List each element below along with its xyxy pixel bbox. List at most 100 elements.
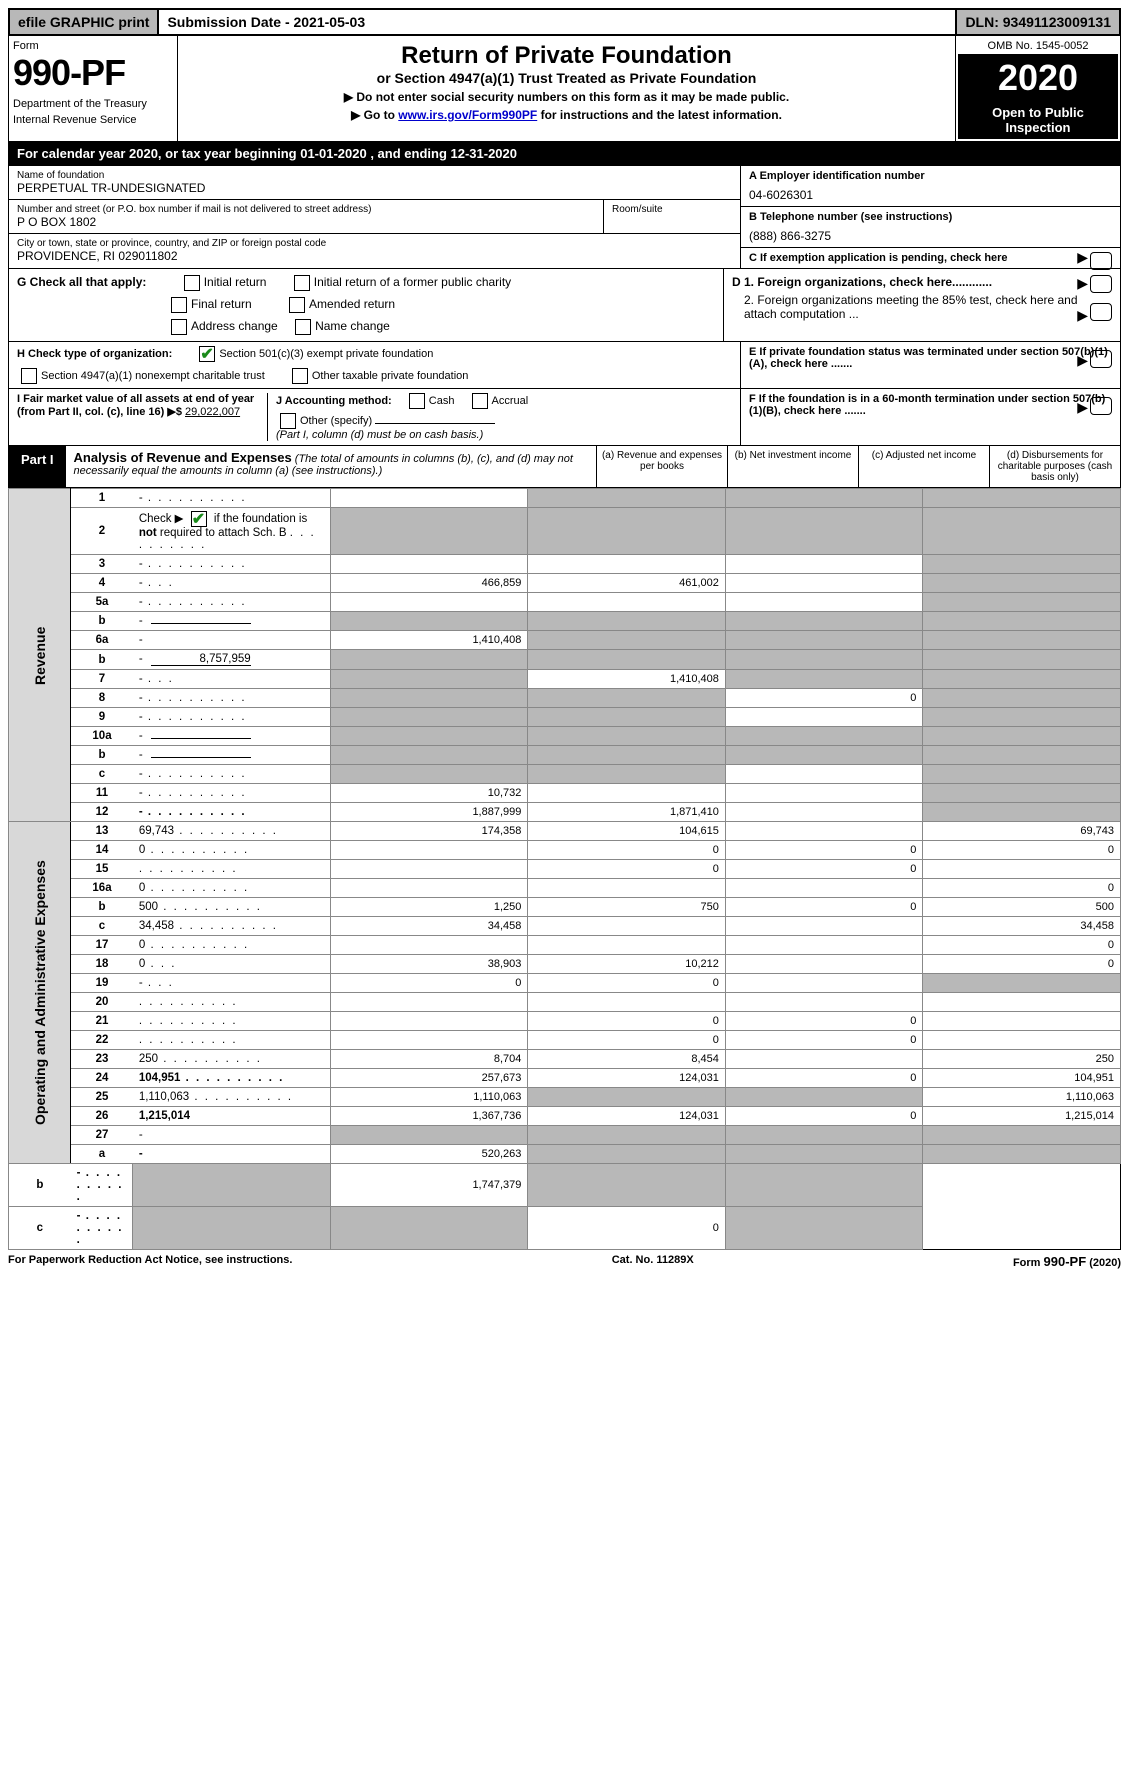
e-checkbox[interactable] (1090, 350, 1112, 368)
row-desc-1: - (133, 489, 331, 508)
table-row: 11 - 10,732 (9, 784, 1121, 803)
cell-22-c: 0 (725, 1031, 923, 1050)
open-public: Open to Public Inspection (958, 101, 1118, 139)
row-num-12: 12 (71, 803, 133, 822)
cell-18-a: 38,903 (330, 955, 528, 974)
d2-checkbox[interactable] (1090, 303, 1112, 321)
d1-label: D 1. Foreign organizations, check here..… (732, 275, 992, 289)
col-c-header: (c) Adjusted net income (858, 446, 989, 487)
cell-5a-c (725, 593, 923, 612)
cell-26-a: 1,367,736 (330, 1107, 528, 1126)
row-desc-15 (133, 860, 331, 879)
cell-a-c (725, 1145, 923, 1164)
row-num-25: 25 (71, 1088, 133, 1107)
cell-8-d (923, 689, 1121, 708)
cell-6a-d (923, 631, 1121, 650)
row-desc-20 (133, 993, 331, 1012)
cell-25-c (725, 1088, 923, 1107)
instr-ssn: ▶ Do not enter social security numbers o… (184, 90, 949, 104)
table-row: 7 - 1,410,408 (9, 670, 1121, 689)
c-checkbox[interactable] (1090, 252, 1112, 270)
cb-name[interactable] (295, 319, 311, 335)
cell-14-c: 0 (725, 841, 923, 860)
cell-1-b (528, 489, 726, 508)
row-desc-9: - (133, 708, 331, 727)
cb-amended[interactable] (289, 297, 305, 313)
row-num-b: b (9, 1164, 71, 1207)
instr-goto: ▶ Go to www.irs.gov/Form990PF for instru… (184, 108, 949, 122)
row-desc-a: - (133, 1145, 331, 1164)
row-desc-19: - (133, 974, 331, 993)
cell-16a-a (330, 879, 528, 898)
row-num-5a: 5a (71, 593, 133, 612)
f-checkbox[interactable] (1090, 397, 1112, 415)
table-row: 27 - (9, 1126, 1121, 1145)
cell-20-d (923, 993, 1121, 1012)
row-desc-16a: 0 (133, 879, 331, 898)
cb-final[interactable] (171, 297, 187, 313)
expenses-side-label: Operating and Administrative Expenses (9, 822, 71, 1164)
cell-b-a (330, 650, 528, 670)
cb-initial-former[interactable] (294, 275, 310, 291)
row-desc-17: 0 (133, 936, 331, 955)
table-row: 10a - (9, 727, 1121, 746)
cell-9-d (923, 708, 1121, 727)
cell-21-d (923, 1012, 1121, 1031)
cell-24-c: 0 (725, 1069, 923, 1088)
row-num-24: 24 (71, 1069, 133, 1088)
cell-14-b: 0 (528, 841, 726, 860)
cb-cash[interactable] (409, 393, 425, 409)
cell-16a-d: 0 (923, 879, 1121, 898)
row-desc-b: - (133, 612, 331, 631)
cell-4-c (725, 574, 923, 593)
row-desc-b: - (133, 746, 331, 765)
table-row: c 34,458 34,45834,458 (9, 917, 1121, 936)
j-label: J Accounting method: (276, 395, 392, 407)
cb-initial[interactable] (184, 275, 200, 291)
cell-9-b (528, 708, 726, 727)
cell-c-c (725, 917, 923, 936)
cb-other-taxable[interactable] (292, 368, 308, 384)
cell-11-a: 10,732 (330, 784, 528, 803)
phone-value: (888) 866-3275 (749, 229, 1112, 243)
row-desc-6a: - (133, 631, 331, 650)
cb-501c3[interactable] (199, 346, 215, 362)
cb-4947[interactable] (21, 368, 37, 384)
cell-24-a: 257,673 (330, 1069, 528, 1088)
row-num-a: a (71, 1145, 133, 1164)
row-desc-18: 0 (133, 955, 331, 974)
h-label: H Check type of organization: (17, 348, 172, 360)
cell-23-d: 250 (923, 1050, 1121, 1069)
table-row: b 500 1,2507500500 (9, 898, 1121, 917)
cb-accrual[interactable] (472, 393, 488, 409)
cell-1-c (725, 489, 923, 508)
cb-other-method[interactable] (280, 413, 296, 429)
cell-10a-a (330, 727, 528, 746)
table-row: 2 Check ▶ if the foundation is not requi… (9, 508, 1121, 555)
form-link[interactable]: www.irs.gov/Form990PF (398, 108, 537, 122)
table-row: 23 250 8,7048,454250 (9, 1050, 1121, 1069)
cell-27-b (528, 1126, 726, 1145)
cell-2-c (725, 508, 923, 555)
city-label: City or town, state or province, country… (17, 238, 732, 249)
row-desc-13: 69,743 (133, 822, 331, 841)
row-desc-c: 34,458 (133, 917, 331, 936)
row-desc-21 (133, 1012, 331, 1031)
cell-16a-c (725, 879, 923, 898)
table-row: 20 (9, 993, 1121, 1012)
cell-b-a (330, 612, 528, 631)
cell-25-d: 1,110,063 (923, 1088, 1121, 1107)
cb-address[interactable] (171, 319, 187, 335)
cell-15-c: 0 (725, 860, 923, 879)
section-ij: I Fair market value of all assets at end… (8, 389, 1121, 446)
cell-10a-b (528, 727, 726, 746)
g-label: G Check all that apply: (17, 275, 146, 289)
d1-checkbox (1090, 275, 1112, 293)
row-num-22: 22 (71, 1031, 133, 1050)
cell-13-a: 174,358 (330, 822, 528, 841)
cell-b-c (725, 650, 923, 670)
cell-18-b: 10,212 (528, 955, 726, 974)
cell-23-c (725, 1050, 923, 1069)
row-desc-c: - (71, 1207, 133, 1250)
row-num-20: 20 (71, 993, 133, 1012)
